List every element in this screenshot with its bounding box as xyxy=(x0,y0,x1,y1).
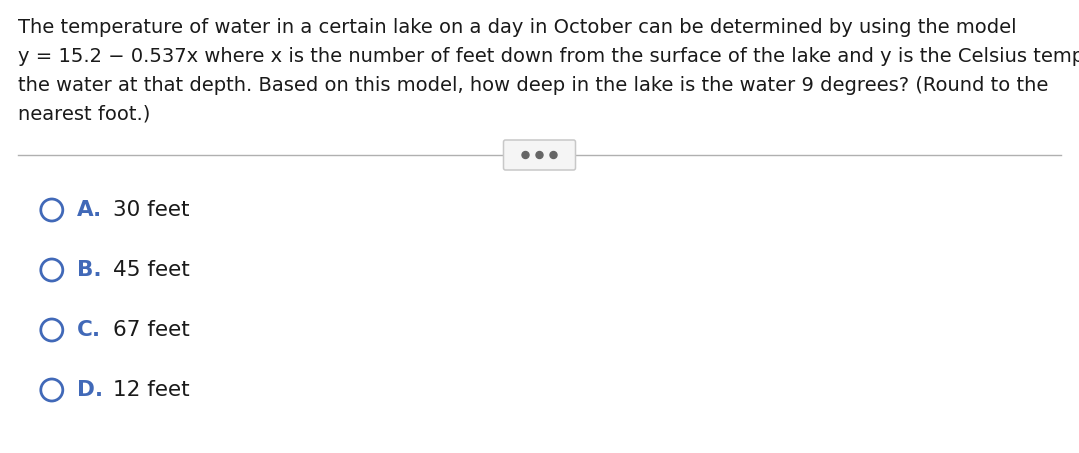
Text: 12 feet: 12 feet xyxy=(113,380,190,400)
Text: D.: D. xyxy=(77,380,103,400)
Text: C.: C. xyxy=(77,320,101,340)
Text: 30 feet: 30 feet xyxy=(113,200,189,220)
Circle shape xyxy=(550,151,557,159)
Text: the water at that depth. Based on this model, how deep in the lake is the water : the water at that depth. Based on this m… xyxy=(18,76,1049,95)
Circle shape xyxy=(536,151,543,159)
Text: 45 feet: 45 feet xyxy=(113,260,190,280)
Text: nearest foot.): nearest foot.) xyxy=(18,105,150,124)
Text: The temperature of water in a certain lake on a day in October can be determined: The temperature of water in a certain la… xyxy=(18,18,1016,37)
Text: y = 15.2 − 0.537x where x is the number of feet down from the surface of the lak: y = 15.2 − 0.537x where x is the number … xyxy=(18,47,1079,66)
Text: B.: B. xyxy=(77,260,101,280)
Text: 67 feet: 67 feet xyxy=(113,320,190,340)
Circle shape xyxy=(522,151,529,159)
FancyBboxPatch shape xyxy=(504,140,575,170)
Text: A.: A. xyxy=(77,200,103,220)
